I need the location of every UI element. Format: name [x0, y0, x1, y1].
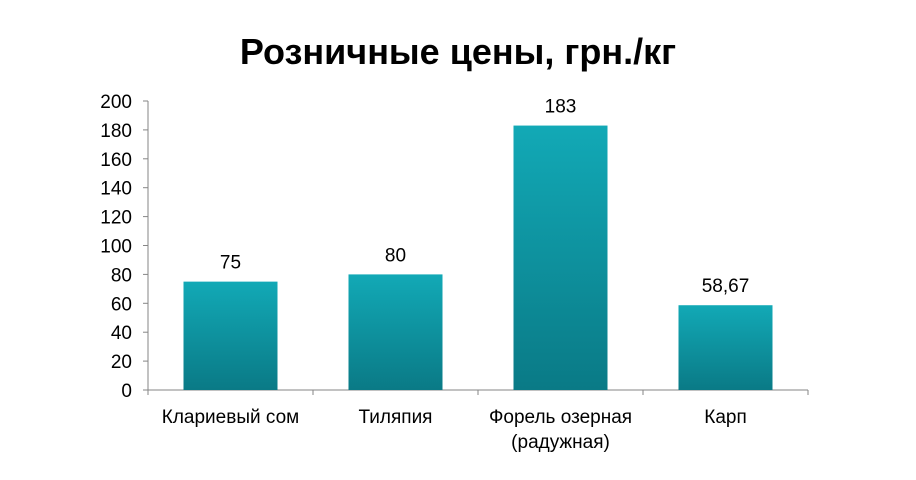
y-tick-label: 120: [100, 208, 132, 229]
y-tick-label: 160: [100, 150, 132, 171]
category-label: Клариевый сом: [162, 407, 299, 428]
bar: [678, 305, 773, 390]
bar: [183, 281, 278, 390]
y-tick-label: 180: [100, 121, 132, 142]
plot-area: 0 20 40 60 80 100 120 140 160 180 200 75 Клариевый с…: [100, 92, 809, 453]
data-label: 58,67: [702, 276, 750, 297]
y-tick-label: 100: [100, 237, 132, 258]
y-tick-label: 40: [111, 323, 132, 344]
y-tick-label: 0: [121, 381, 132, 402]
category-label: (радужная): [511, 432, 610, 453]
y-tick-label: 80: [111, 265, 132, 286]
y-tick-label: 200: [100, 92, 132, 113]
chart-title: Розничные цены, грн./кг: [239, 31, 677, 72]
category-label: Форель озерная: [489, 407, 632, 428]
y-tick-label: 140: [100, 179, 132, 200]
data-label: 75: [220, 253, 241, 274]
category-label: Карп: [704, 407, 747, 428]
y-tick-label: 60: [111, 294, 132, 315]
data-label: 80: [385, 245, 406, 266]
data-label: 183: [545, 97, 577, 118]
bar: [513, 125, 608, 390]
bar: [348, 274, 443, 390]
y-tick-label: 20: [111, 352, 132, 373]
category-label: Тиляпия: [359, 407, 433, 428]
